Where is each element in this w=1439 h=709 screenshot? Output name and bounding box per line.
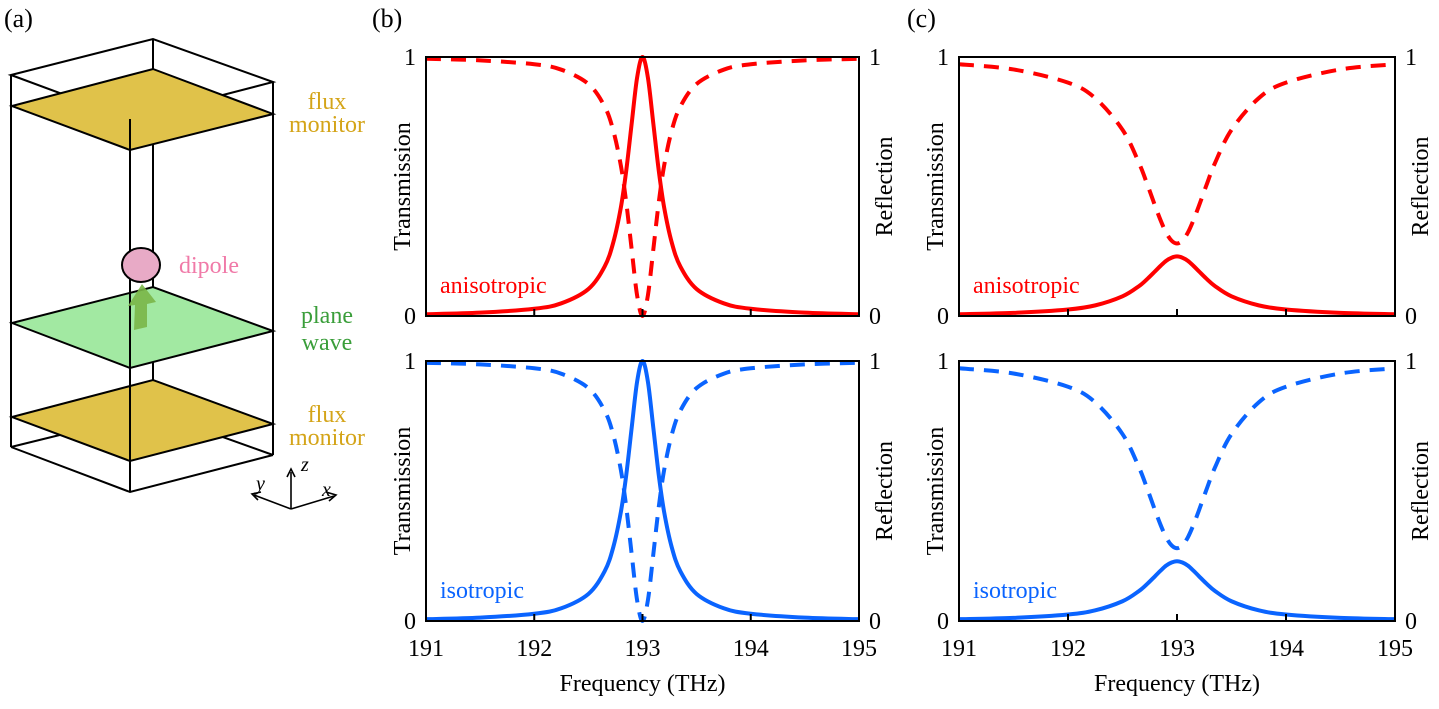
- box-bottom-front-edges: [10, 446, 274, 494]
- y-axis: [253, 494, 292, 510]
- series-annotation: anisotropic: [440, 273, 547, 299]
- y-left-tick-label: 0: [404, 609, 416, 635]
- series-annotation: anisotropic: [973, 273, 1080, 299]
- y-axis-label: y: [254, 473, 265, 495]
- y-axis-label-reflection: Reflection: [872, 441, 898, 541]
- x-axis: [290, 495, 335, 510]
- y-axis-label-reflection: Reflection: [872, 137, 898, 237]
- x-tick-label: 192: [516, 636, 552, 662]
- plane-wave-label-1: plane: [301, 303, 353, 329]
- transmission-curve: [958, 559, 1396, 622]
- simulation-schematic: (a) flux monitor dipole plane wave flux …: [4, 4, 365, 510]
- transmission-curve: [958, 254, 1396, 317]
- x-axis-label: x: [321, 479, 331, 501]
- y-axis-label-transmission: Transmission: [390, 122, 416, 250]
- x-tick-label: 194: [733, 636, 769, 662]
- y-left-tick-label: 1: [404, 45, 416, 71]
- chart-b-top: 0 1 0 1 Transmission Reflection anisotropic: [390, 45, 898, 330]
- flux-monitor-top-label-2: monitor: [289, 112, 365, 138]
- coordinate-axes: [250, 467, 338, 510]
- dipole-label: dipole: [179, 253, 239, 279]
- flux-monitor-top-plane: [8, 67, 277, 152]
- y-left-tick-label: 0: [937, 609, 949, 635]
- x-axis-label: Frequency (THz): [1094, 671, 1260, 697]
- flux-monitor-bottom-label-2: monitor: [289, 425, 365, 451]
- charts: 0 1 0 1 Transmission Reflection anisotropic 191…: [390, 45, 1434, 697]
- y-axis-label-transmission: Transmission: [923, 122, 949, 250]
- dipole-sphere: [121, 247, 161, 283]
- y-right-tick-label: 0: [1405, 304, 1417, 330]
- x-tick-label: 193: [1159, 636, 1195, 662]
- panel-label-c: (c): [907, 4, 936, 33]
- y-right-tick-label: 0: [869, 609, 881, 635]
- x-tick-label: 193: [625, 636, 661, 662]
- flux-monitor-bottom-label-1: flux: [308, 402, 347, 428]
- y-right-tick-label: 0: [869, 304, 881, 330]
- y-axis-label-reflection: Reflection: [1408, 137, 1434, 237]
- flux-monitor-bottom-plane: [8, 378, 277, 463]
- chart-c-top: 0 1 0 1 Transmission Reflection anisotropic: [923, 45, 1434, 330]
- z-arrowhead-icon: [286, 467, 296, 478]
- x-tick-label: 195: [841, 636, 877, 662]
- flux-monitor-top-label-1: flux: [308, 89, 347, 115]
- series-annotation: isotropic: [440, 578, 524, 604]
- y-left-tick-label: 0: [937, 304, 949, 330]
- y-right-tick-label: 1: [1405, 45, 1417, 71]
- y-axis-label-transmission: Transmission: [390, 427, 416, 555]
- panel-label-a: (a): [4, 4, 33, 33]
- propagation-arrow-icon: [128, 284, 156, 330]
- reflection-curve: [958, 366, 1396, 551]
- y-right-tick-label: 1: [869, 349, 881, 375]
- y-right-tick-label: 0: [1405, 609, 1417, 635]
- x-tick-label: 191: [408, 636, 444, 662]
- plane-wave-label-2: wave: [302, 330, 353, 356]
- y-right-tick-label: 1: [1405, 349, 1417, 375]
- x-tick-label: 192: [1050, 636, 1086, 662]
- x-tick-label: 195: [1377, 636, 1413, 662]
- x-tick-label: 191: [941, 636, 977, 662]
- x-arrowhead-icon: [325, 491, 338, 502]
- x-axis-label: Frequency (THz): [560, 671, 726, 697]
- z-axis-label: z: [300, 454, 309, 476]
- y-left-tick-label: 1: [937, 349, 949, 375]
- panel-label-b: (b): [372, 4, 402, 33]
- y-axis-label-reflection: Reflection: [1408, 441, 1434, 541]
- y-left-tick-label: 1: [404, 349, 416, 375]
- x-tick-label: 194: [1268, 636, 1304, 662]
- series-annotation: isotropic: [973, 578, 1057, 604]
- y-right-tick-label: 1: [869, 45, 881, 71]
- y-axis-label-transmission: Transmission: [923, 427, 949, 555]
- y-left-tick-label: 0: [404, 304, 416, 330]
- reflection-curve: [958, 62, 1396, 246]
- y-left-tick-label: 1: [937, 45, 949, 71]
- y-arrowhead-icon: [250, 491, 262, 501]
